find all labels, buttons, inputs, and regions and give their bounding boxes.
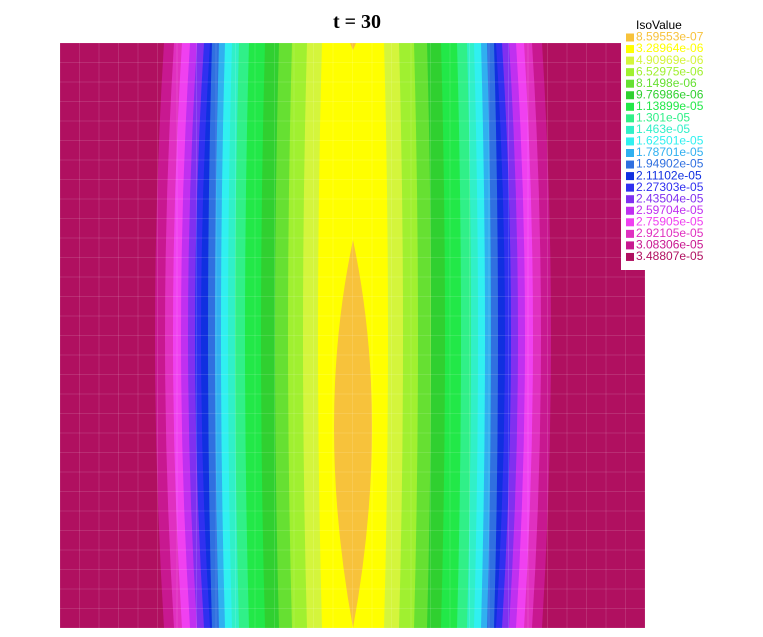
legend-label: 2.11102e-05 (636, 168, 702, 182)
legend-label: 3.48807e-05 (636, 249, 704, 263)
legend-label: 2.43504e-05 (636, 191, 704, 205)
legend-label: 4.90969e-06 (636, 53, 704, 67)
legend-label: 2.92105e-05 (636, 226, 704, 240)
legend-label: 1.62501e-05 (636, 134, 704, 148)
legend: IsoValue 8.59553e-073.28964e-064.90969e-… (621, 17, 731, 270)
legend-label: 9.76986e-06 (636, 87, 704, 101)
legend-label: 8.59553e-07 (636, 30, 704, 44)
legend-swatch (626, 206, 634, 215)
legend-swatch (626, 241, 634, 250)
legend-swatch (626, 125, 634, 134)
legend-swatch (626, 218, 634, 227)
iso-band (334, 240, 372, 628)
chart-title: t = 30 (333, 11, 381, 33)
legend-swatch (626, 160, 634, 169)
legend-swatch (626, 252, 634, 261)
legend-swatch (626, 137, 634, 146)
legend-label: 2.59704e-05 (636, 203, 704, 217)
legend-swatch (626, 102, 634, 111)
legend-swatch (626, 183, 634, 192)
legend-label: 3.28964e-06 (636, 41, 704, 55)
legend-label: 3.08306e-05 (636, 238, 704, 252)
legend-label: 1.463e-05 (636, 122, 690, 136)
legend-label: 6.52975e-06 (636, 64, 704, 78)
legend-title: IsoValue (636, 18, 682, 32)
legend-background (621, 17, 731, 270)
legend-swatch (626, 45, 634, 54)
legend-swatch (626, 68, 634, 77)
legend-label: 1.301e-05 (636, 111, 690, 125)
legend-swatch (626, 56, 634, 65)
legend-swatch (626, 149, 634, 157)
plot-area (59, 42, 646, 629)
legend-label: 1.78701e-05 (636, 145, 704, 159)
legend-label: 1.13899e-05 (636, 99, 704, 113)
legend-swatch (626, 172, 634, 181)
legend-swatch (626, 229, 634, 238)
legend-label: 2.75905e-05 (636, 214, 704, 228)
legend-swatch (626, 79, 634, 88)
legend-label: 1.94902e-05 (636, 157, 704, 171)
legend-swatch (626, 195, 634, 204)
iso-band (350, 43, 356, 50)
legend-swatch (626, 33, 634, 42)
legend-swatch (626, 114, 634, 123)
legend-swatch (626, 91, 634, 100)
legend-label: 2.27303e-05 (636, 180, 704, 194)
legend-label: 8.1498e-06 (636, 76, 697, 90)
